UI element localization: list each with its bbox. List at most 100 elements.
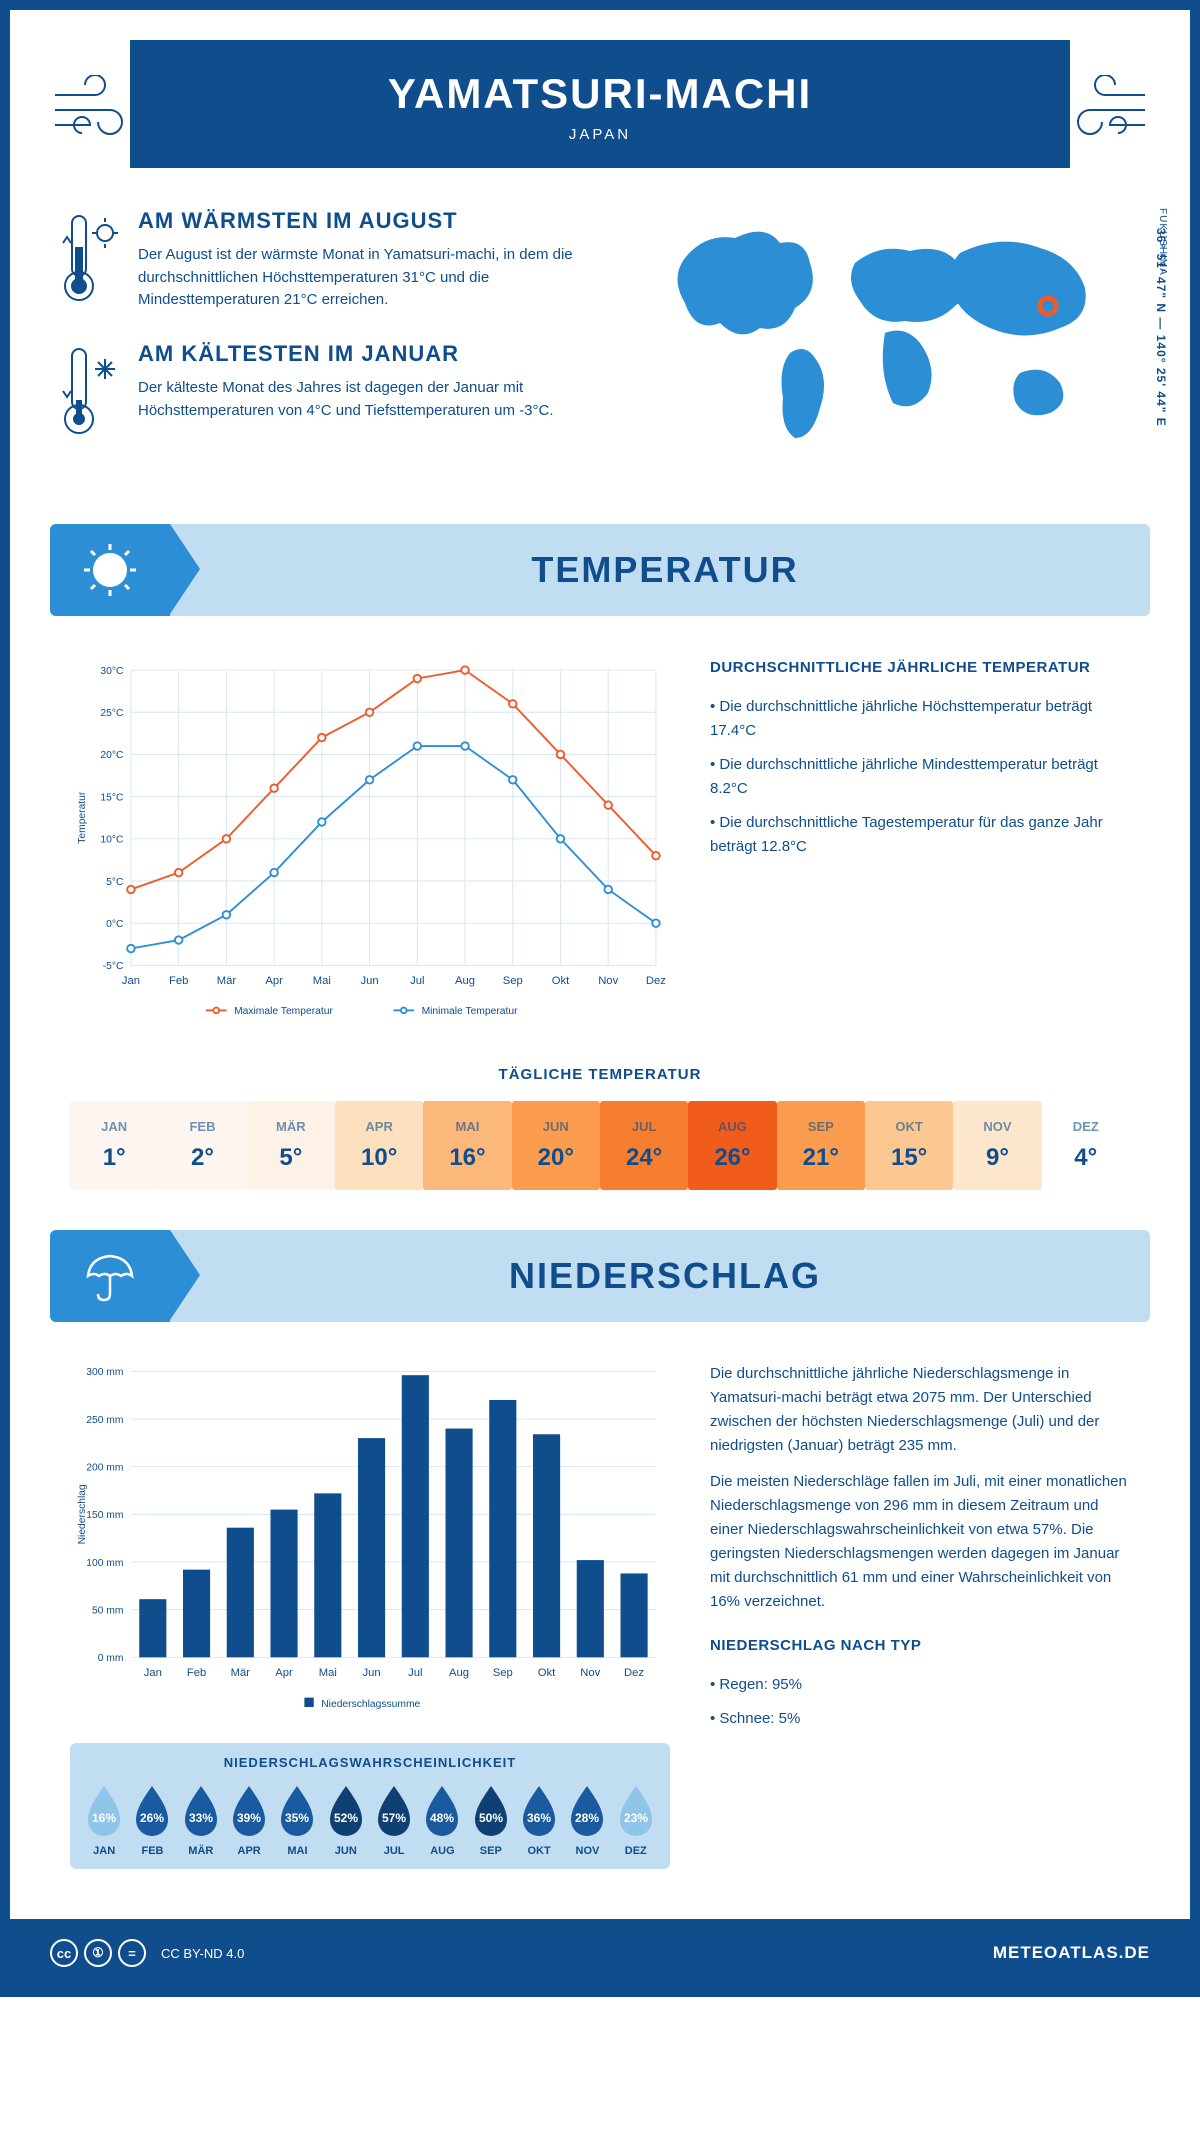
svg-text:100 mm: 100 mm — [86, 1558, 123, 1569]
precipitation-probability-box: NIEDERSCHLAGSWAHRSCHEINLICHKEIT 16%JAN26… — [70, 1743, 670, 1869]
warmest-block: AM WÄRMSTEN IM AUGUST Der August ist der… — [60, 208, 630, 313]
precipitation-section-header: NIEDERSCHLAG — [50, 1230, 1150, 1322]
daily-temp-title: TÄGLICHE TEMPERATUR — [70, 1066, 1130, 1083]
svg-text:Feb: Feb — [169, 975, 188, 987]
cc-license-icon: cc①= — [50, 1939, 146, 1967]
probability-drop: 16%JAN — [82, 1782, 126, 1857]
thermometer-sun-icon — [60, 208, 120, 313]
svg-text:Apr: Apr — [265, 975, 283, 987]
svg-text:5°C: 5°C — [106, 877, 124, 888]
svg-text:-5°C: -5°C — [103, 961, 124, 972]
svg-text:Dez: Dez — [624, 1667, 644, 1679]
svg-text:Okt: Okt — [538, 1667, 556, 1679]
daily-temp-cell: JAN1° — [70, 1101, 158, 1190]
probability-drop: 48%AUG — [420, 1782, 464, 1857]
daily-temp-cell: MAI16° — [423, 1101, 511, 1190]
svg-text:35%: 35% — [285, 1811, 309, 1825]
svg-text:Jul: Jul — [408, 1667, 422, 1679]
temp-summary-item: Die durchschnittliche jährliche Höchstte… — [710, 695, 1130, 743]
wind-icon — [1060, 75, 1150, 145]
country-label: JAPAN — [150, 126, 1050, 143]
svg-text:Apr: Apr — [275, 1667, 293, 1679]
daily-temp-cell: APR10° — [335, 1101, 423, 1190]
svg-text:150 mm: 150 mm — [86, 1510, 123, 1521]
daily-temp-cell: MÄR5° — [247, 1101, 335, 1190]
svg-text:Sep: Sep — [503, 975, 523, 987]
svg-text:Niederschlag: Niederschlag — [77, 1484, 88, 1544]
precipitation-summary: Die durchschnittliche jährliche Niedersc… — [710, 1362, 1130, 1869]
svg-text:Jan: Jan — [122, 975, 140, 987]
precipitation-title: NIEDERSCHLAG — [180, 1255, 1150, 1297]
svg-text:36%: 36% — [527, 1811, 551, 1825]
svg-text:200 mm: 200 mm — [86, 1462, 123, 1473]
probability-drop: 26%FEB — [130, 1782, 174, 1857]
daily-temperature-table: TÄGLICHE TEMPERATUR JAN1°FEB2°MÄR5°APR10… — [70, 1066, 1130, 1190]
svg-text:Feb: Feb — [187, 1667, 206, 1679]
coordinates: 36° 51' 47" N — 140° 25' 44" E — [1154, 228, 1168, 427]
precip-type-item: Regen: 95% — [710, 1673, 1130, 1697]
svg-text:Mär: Mär — [231, 1667, 251, 1679]
probability-drop: 35%MAI — [275, 1782, 319, 1857]
svg-text:Mär: Mär — [217, 975, 237, 987]
daily-temp-cell: JUL24° — [600, 1101, 688, 1190]
svg-text:Temperatur: Temperatur — [77, 791, 88, 844]
world-map: FUKUSHIMA 36° 51' 47" N — 140° 25' 44" E — [660, 208, 1140, 474]
probability-drop: 39%APR — [227, 1782, 271, 1857]
sun-icon — [50, 524, 170, 616]
svg-text:39%: 39% — [237, 1811, 261, 1825]
precip-text-2: Die meisten Niederschläge fallen im Juli… — [710, 1470, 1130, 1614]
location-title: YAMATSURI-MACHI — [150, 70, 1050, 118]
warmest-text: Der August ist der wärmste Monat in Yama… — [138, 244, 630, 312]
svg-text:23%: 23% — [624, 1811, 648, 1825]
site-name: METEOATLAS.DE — [993, 1943, 1150, 1963]
probability-drop: 28%NOV — [565, 1782, 609, 1857]
probability-drop: 23%DEZ — [614, 1782, 658, 1857]
svg-text:25°C: 25°C — [100, 708, 124, 719]
svg-text:16%: 16% — [92, 1811, 116, 1825]
coldest-title: AM KÄLTESTEN IM JANUAR — [138, 341, 630, 367]
svg-text:Dez: Dez — [646, 975, 666, 987]
svg-text:50%: 50% — [479, 1811, 503, 1825]
temperature-section-header: TEMPERATUR — [50, 524, 1150, 616]
temperature-line-chart: -5°C0°C5°C10°C15°C20°C25°C30°CJanFebMärA… — [70, 656, 670, 1036]
svg-text:Maximale Temperatur: Maximale Temperatur — [234, 1006, 333, 1017]
svg-text:Aug: Aug — [455, 975, 475, 987]
svg-text:Jun: Jun — [361, 975, 379, 987]
svg-text:Aug: Aug — [449, 1667, 469, 1679]
svg-text:57%: 57% — [382, 1811, 406, 1825]
probability-title: NIEDERSCHLAGSWAHRSCHEINLICHKEIT — [82, 1755, 658, 1770]
umbrella-icon — [50, 1230, 170, 1322]
temperature-title: TEMPERATUR — [180, 549, 1150, 591]
precip-text-1: Die durchschnittliche jährliche Niedersc… — [710, 1362, 1130, 1458]
svg-text:250 mm: 250 mm — [86, 1415, 123, 1426]
precip-type-title: NIEDERSCHLAG NACH TYP — [710, 1634, 1130, 1658]
svg-text:Jun: Jun — [362, 1667, 380, 1679]
svg-text:Jan: Jan — [144, 1667, 162, 1679]
svg-text:15°C: 15°C — [100, 792, 124, 803]
temp-summary-item: Die durchschnittliche jährliche Mindestt… — [710, 753, 1130, 801]
temp-summary-item: Die durchschnittliche Tagestemperatur fü… — [710, 811, 1130, 859]
svg-text:Nov: Nov — [580, 1667, 600, 1679]
daily-temp-cell: AUG26° — [688, 1101, 776, 1190]
header-banner: YAMATSURI-MACHI JAPAN — [130, 40, 1070, 168]
warmest-title: AM WÄRMSTEN IM AUGUST — [138, 208, 630, 234]
footer: cc①= CC BY-ND 4.0 METEOATLAS.DE — [10, 1919, 1190, 1987]
svg-text:10°C: 10°C — [100, 835, 124, 846]
daily-temp-cell: SEP21° — [777, 1101, 865, 1190]
svg-text:48%: 48% — [430, 1811, 454, 1825]
svg-text:26%: 26% — [140, 1811, 164, 1825]
daily-temp-cell: FEB2° — [158, 1101, 246, 1190]
probability-drop: 50%SEP — [469, 1782, 513, 1857]
svg-text:Sep: Sep — [493, 1667, 513, 1679]
svg-text:33%: 33% — [189, 1811, 213, 1825]
thermometer-snow-icon — [60, 341, 120, 446]
coldest-block: AM KÄLTESTEN IM JANUAR Der kälteste Mona… — [60, 341, 630, 446]
svg-text:Niederschlagssumme: Niederschlagssumme — [321, 1699, 420, 1710]
probability-drop: 52%JUN — [324, 1782, 368, 1857]
svg-text:300 mm: 300 mm — [86, 1367, 123, 1378]
precip-type-item: Schnee: 5% — [710, 1707, 1130, 1731]
svg-text:Mai: Mai — [319, 1667, 337, 1679]
svg-text:0°C: 0°C — [106, 919, 124, 930]
svg-text:28%: 28% — [575, 1811, 599, 1825]
probability-drop: 36%OKT — [517, 1782, 561, 1857]
